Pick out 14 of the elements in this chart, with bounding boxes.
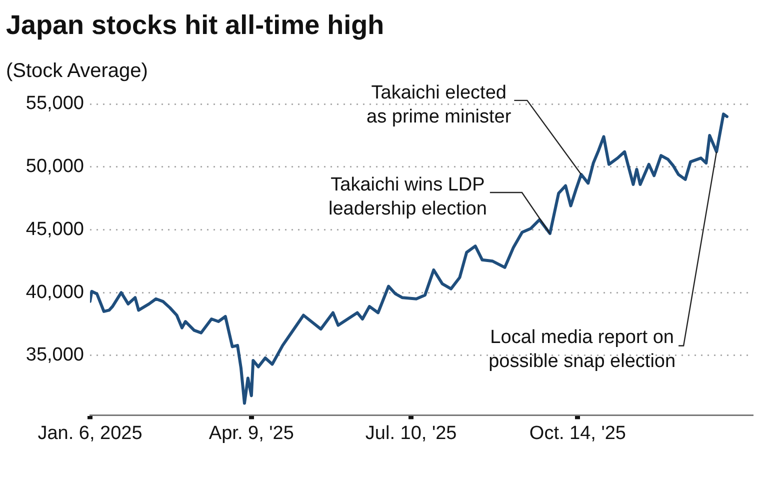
chart-title: Japan stocks hit all-time high xyxy=(6,10,384,41)
annotation: Takaichi wins LDP leadership election xyxy=(328,174,487,220)
chart-subtitle: (Stock Average) xyxy=(6,60,148,83)
y-tick-label: 35,000 xyxy=(26,344,84,366)
x-tick-label: Oct. 14, '25 xyxy=(529,422,626,444)
y-tick-label: 45,000 xyxy=(26,218,84,240)
x-tick-label: Apr. 9, '25 xyxy=(208,422,294,444)
y-tick-label: 55,000 xyxy=(26,93,84,114)
y-tick-label: 50,000 xyxy=(26,156,84,178)
y-tick-label: 40,000 xyxy=(26,282,84,303)
annotation: Local media report on possible snap election xyxy=(488,327,676,372)
x-tick-label: Jul. 10, '25 xyxy=(365,422,457,444)
annotation: Takaichi elected as prime minister xyxy=(366,82,512,128)
x-tick-label: Jan. 6, 2025 xyxy=(38,422,142,444)
